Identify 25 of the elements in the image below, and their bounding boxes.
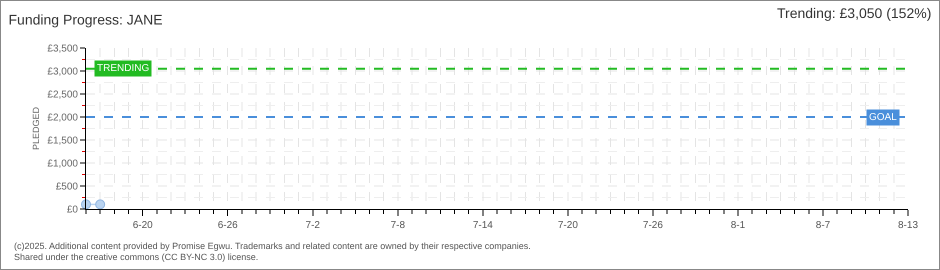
- y-tick-label: £2,500: [47, 90, 78, 100]
- x-tick-label: 8-1: [730, 220, 746, 231]
- y-tick-label: £3,000: [47, 66, 78, 78]
- ref-line-label: GOAL: [869, 112, 898, 123]
- x-tick-label: 8-13: [898, 220, 918, 231]
- x-tick-label: 7-26: [642, 220, 664, 231]
- x-tick-label: 7-20: [558, 220, 578, 231]
- ref-line-label: TRENDING: [97, 63, 150, 74]
- y-tick-label: £500: [56, 182, 78, 192]
- text: Shared under the creative commons (CC BY-NC 3.0) license.: [14, 252, 258, 262]
- x-tick-label: 6-20: [132, 220, 154, 231]
- y-axis-title: PLEDGED: [30, 106, 41, 150]
- x-tick-label: 7-14: [472, 220, 494, 231]
- y-tick-label: £1,000: [47, 158, 78, 170]
- x-tick-label: 6-26: [218, 220, 238, 231]
- x-tick-label: 8-7: [816, 220, 831, 231]
- x-tick-label: 7-2: [306, 220, 320, 231]
- chart-subtitle: Trending: £3,050 (152%): [777, 5, 932, 21]
- y-tick-label: £0: [66, 204, 78, 216]
- y-tick-label: £2,000: [47, 112, 78, 124]
- y-tick-label: £3,500: [47, 44, 78, 54]
- y-tick-label: £1,500: [47, 136, 78, 146]
- text: (c)2025. Additional content provided by Promise Egwu. Trademarks and related content are owned by their respective companies.: [14, 241, 531, 251]
- chart-title: Funding Progress: JANE: [8, 12, 163, 28]
- x-tick-label: 7-8: [390, 220, 406, 231]
